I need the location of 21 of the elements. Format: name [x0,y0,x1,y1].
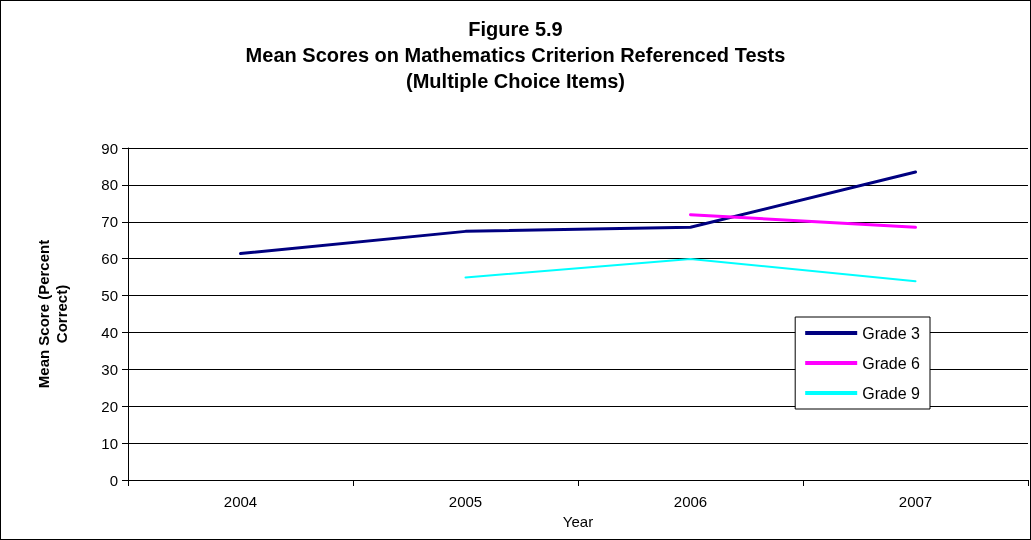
y-tick-label: 30 [101,360,118,378]
x-tick-label: 2005 [448,493,483,510]
legend-label: Grade 6 [862,354,921,372]
x-tick-label: 2007 [898,493,933,510]
y-tick-label: 40 [101,323,118,341]
y-tick-label: 50 [101,287,118,305]
y-tick-label: 60 [101,250,118,268]
legend-label: Grade 9 [862,384,921,402]
y-tick-label: 20 [101,397,118,415]
y-tick-label: 80 [101,176,118,194]
y-tick-label: 70 [101,213,118,231]
x-tick-label: 2004 [223,493,258,510]
y-tick-label: 90 [101,139,118,157]
y-tick-label: 0 [109,471,118,489]
x-tick-label: 2006 [673,493,708,510]
line-series [239,170,917,255]
y-tick-label: 10 [101,434,118,452]
y-axis-title: Mean Score (Percent Correct) [34,239,70,389]
legend-label: Grade 3 [862,324,921,342]
chart-title: Figure 5.9 Mean Scores on Mathematics Criterion Referenced Tests (Multiple Choice Items) [245,18,786,92]
x-axis-title: Year [562,512,594,530]
